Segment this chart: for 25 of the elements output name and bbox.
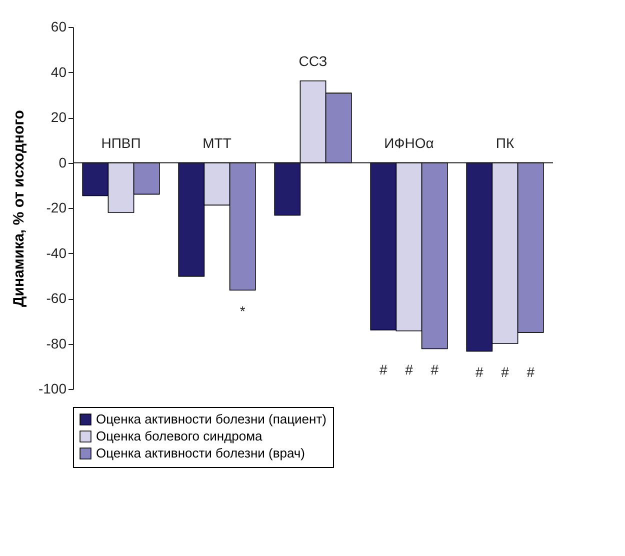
y-tick-label: -100 — [38, 380, 67, 396]
y-axis-title: Динамика, % от исходного — [10, 110, 28, 307]
annotation: # — [405, 362, 414, 378]
y-tick-label: -60 — [46, 290, 67, 306]
annotation: # — [380, 362, 388, 378]
annotation: # — [526, 364, 535, 380]
x-tick-label: ССЗ — [298, 52, 328, 69]
y-tick-label: 40 — [50, 64, 67, 80]
annotation: # — [476, 364, 484, 380]
annotation: # — [430, 362, 439, 378]
x-tick-label: НПВП — [101, 134, 141, 151]
y-tick-label: 20 — [50, 109, 67, 125]
y-tick-label: 0 — [58, 154, 67, 170]
x-tick-label: МТТ — [202, 134, 232, 151]
x-tick-label: ПК — [496, 134, 515, 151]
annotation: # — [501, 364, 510, 380]
y-tick-label: 60 — [50, 18, 67, 34]
x-tick-label: ИФНОα — [384, 134, 434, 151]
legend-label: Оценка болевого синдрома — [96, 428, 264, 444]
legend-label: Оценка активности болезни (пациент) — [96, 412, 326, 426]
y-tick-label: -80 — [46, 335, 67, 352]
annotation: * — [240, 303, 246, 320]
y-tick-label: -20 — [46, 200, 67, 216]
y-tick-label: -40 — [46, 244, 67, 261]
legend-label: Оценка активности болезни (врач) — [96, 446, 306, 460]
